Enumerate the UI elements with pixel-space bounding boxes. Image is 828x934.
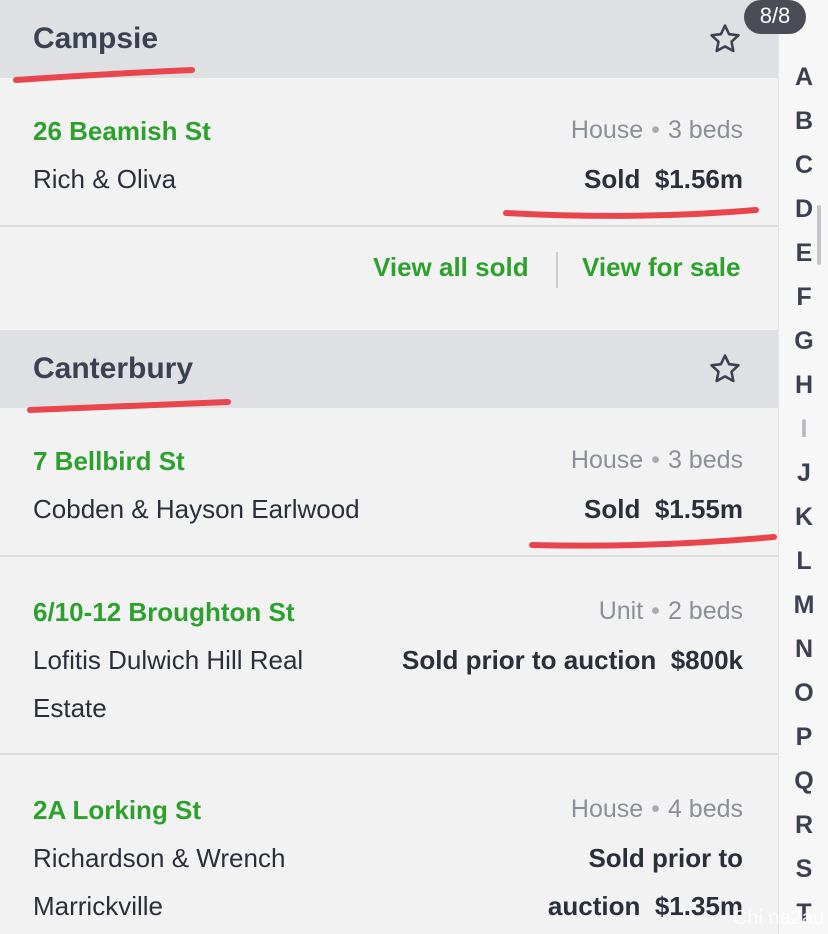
suburb-title: Canterbury <box>33 352 194 385</box>
suburb-header-canterbury[interactable]: Canterbury <box>0 330 778 408</box>
price-value: $1.55m <box>654 494 743 524</box>
index-letter[interactable]: G <box>794 327 814 355</box>
sold-label: Sold prior to auction <box>402 645 657 675</box>
sold-label: Sold <box>584 494 641 524</box>
suburb-links: View all sold View for sale <box>0 227 778 327</box>
favorite-star-icon[interactable] <box>708 22 742 56</box>
property-type: House <box>570 795 644 823</box>
listing-meta: House • 4 beds <box>571 795 743 824</box>
agent-name-line: Lofitis Dulwich Hill Real <box>33 645 304 675</box>
index-letter[interactable]: M <box>793 591 815 619</box>
index-letter[interactable]: J <box>797 459 811 487</box>
alphabet-index[interactable]: A B C D E F G H I J K L M N O P Q R S T <box>778 0 828 934</box>
index-letter[interactable]: D <box>794 195 814 223</box>
scrollbar-thumb[interactable] <box>817 205 821 265</box>
property-type: House <box>570 446 644 474</box>
price-value: $800k <box>670 645 743 675</box>
suburb-title: Campsie <box>33 22 159 55</box>
listing-meta: Unit • 2 beds <box>599 597 743 626</box>
index-letter[interactable]: L <box>796 547 812 575</box>
bed-count: 4 beds <box>667 795 743 823</box>
sold-label: Sold prior to <box>588 843 743 873</box>
index-letter[interactable]: P <box>795 723 813 751</box>
separator-dot-icon: • <box>651 116 660 144</box>
suburb-header-campsie[interactable]: Campsie <box>0 0 778 78</box>
index-letter[interactable]: I <box>800 415 808 443</box>
link-divider <box>556 252 558 288</box>
index-letter[interactable]: H <box>794 371 814 399</box>
price-value: $1.56m <box>654 164 743 194</box>
index-letter[interactable]: C <box>794 151 814 179</box>
bed-count: 3 beds <box>667 446 743 474</box>
suburb-sales-list: Campsie 26 Beamish St House • 3 beds Rich … <box>0 0 778 934</box>
watermark: Chi na2au <box>732 907 824 929</box>
favorite-star-icon[interactable] <box>708 352 742 386</box>
listing-address[interactable]: 26 Beamish St <box>33 116 211 146</box>
view-all-sold-link[interactable]: View all sold <box>373 252 529 282</box>
sold-label-price-line: auction $1.35m <box>548 882 743 930</box>
listing-address[interactable]: 6/10-12 Broughton St <box>33 597 295 627</box>
separator-dot-icon: • <box>651 597 660 625</box>
page-indicator: 8/8 <box>744 0 806 34</box>
separator-dot-icon: • <box>651 795 660 823</box>
index-letter[interactable]: Q <box>794 767 814 795</box>
sold-price: Sold $1.55m <box>584 485 743 533</box>
bed-count: 2 beds <box>667 597 743 625</box>
property-type: Unit <box>598 597 644 625</box>
agent-name: Rich & Oliva <box>33 164 177 194</box>
listing-row[interactable]: 6/10-12 Broughton St Unit • 2 beds Lofitis… <box>0 557 778 755</box>
view-for-sale-link[interactable]: View for sale <box>582 252 741 282</box>
listing-meta: House • 3 beds <box>571 446 743 475</box>
separator-dot-icon: • <box>651 446 660 474</box>
sold-price: Sold prior to auction $800k <box>402 636 743 684</box>
agent-name: Cobden & Hayson Earlwood <box>33 494 360 524</box>
sold-price: Sold prior to auction $1.35m <box>548 834 743 930</box>
agent-name: Lofitis Dulwich Hill Real Estate <box>33 636 303 732</box>
listing-row[interactable]: 7 Bellbird St House • 3 beds Cobden & Hays… <box>0 408 778 557</box>
price-value: $1.35m <box>654 891 743 921</box>
index-letter[interactable]: E <box>795 239 813 267</box>
bed-count: 3 beds <box>667 116 743 144</box>
index-letter[interactable]: N <box>794 635 814 663</box>
sold-label-cont: auction <box>547 891 641 921</box>
agent-name-line: Estate <box>33 693 107 723</box>
index-letter[interactable]: O <box>794 679 814 707</box>
index-letter[interactable]: S <box>795 855 813 883</box>
index-letter[interactable]: F <box>796 283 812 311</box>
agent-name-line: Richardson & Wrench <box>33 843 286 873</box>
index-letter[interactable]: T <box>796 899 812 927</box>
listing-address[interactable]: 2A Lorking St <box>33 795 202 825</box>
index-letter[interactable]: B <box>794 107 814 135</box>
listing-meta: House • 3 beds <box>571 116 743 145</box>
listing-address[interactable]: 7 Bellbird St <box>33 446 185 476</box>
listing-row[interactable]: 2A Lorking St House • 4 beds Richardson & … <box>0 755 778 934</box>
sold-price: Sold $1.56m <box>584 155 743 203</box>
index-letter[interactable]: A <box>794 63 814 91</box>
agent-name: Richardson & Wrench Marrickville <box>33 834 285 930</box>
agent-name-line: Marrickville <box>33 891 163 921</box>
listing-row[interactable]: 26 Beamish St House • 3 beds Rich & Oliva … <box>0 78 778 227</box>
index-letter[interactable]: R <box>794 811 814 839</box>
sold-label: Sold <box>584 164 641 194</box>
index-letter[interactable]: K <box>794 503 814 531</box>
property-type: House <box>570 116 644 144</box>
